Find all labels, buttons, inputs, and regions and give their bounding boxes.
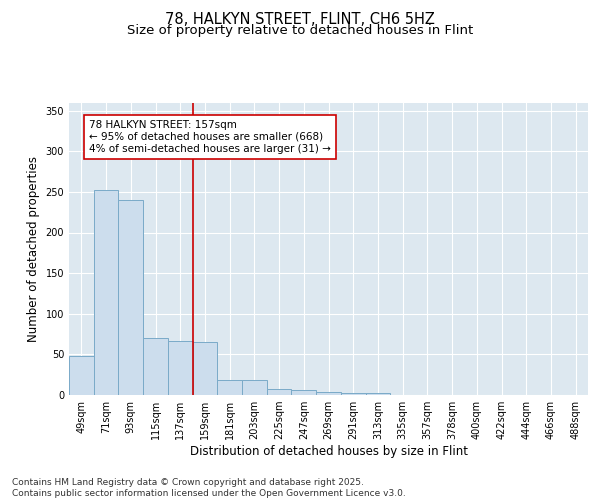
Bar [365,394,390,395]
Bar [193,342,217,395]
Bar [168,340,193,395]
Bar [267,388,292,395]
Text: 78 HALKYN STREET: 157sqm
← 95% of detached houses are smaller (668)
4% of semi-d: 78 HALKYN STREET: 157sqm ← 95% of detach… [89,120,331,154]
Text: 78, HALKYN STREET, FLINT, CH6 5HZ: 78, HALKYN STREET, FLINT, CH6 5HZ [165,12,435,28]
Bar [217,380,242,395]
Bar [292,390,316,395]
Bar [94,190,118,395]
Bar [143,338,168,395]
Bar [242,380,267,395]
X-axis label: Distribution of detached houses by size in Flint: Distribution of detached houses by size … [190,445,467,458]
Text: Size of property relative to detached houses in Flint: Size of property relative to detached ho… [127,24,473,37]
Text: Contains HM Land Registry data © Crown copyright and database right 2025.
Contai: Contains HM Land Registry data © Crown c… [12,478,406,498]
Y-axis label: Number of detached properties: Number of detached properties [27,156,40,342]
Bar [69,356,94,395]
Bar [118,200,143,395]
Bar [316,392,341,395]
Bar [341,392,365,395]
